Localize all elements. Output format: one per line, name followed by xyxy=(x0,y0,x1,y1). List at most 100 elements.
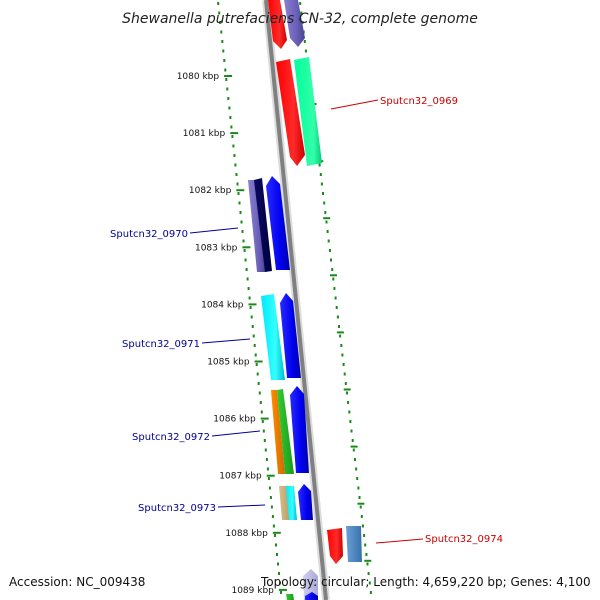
gene-lime-bottom[interactable] xyxy=(286,594,294,600)
ruler-major-tick xyxy=(242,246,251,249)
gene-label-0974[interactable]: Sputcn32_0974 xyxy=(425,534,503,545)
kbp-label: 1084 kbp xyxy=(201,300,244,310)
ruler-dot-inner xyxy=(234,163,237,167)
ruler-dot-outer xyxy=(354,458,356,461)
ruler-dot-outer xyxy=(319,173,322,176)
ruler-dot-outer xyxy=(369,591,372,594)
ruler-dot-outer xyxy=(359,505,362,509)
gene-label-0969[interactable]: Sputcn32_0969 xyxy=(380,96,458,107)
map-title: Shewanella putrefaciens CN-32, complete … xyxy=(122,11,478,27)
ruler-dot-inner xyxy=(262,429,265,433)
gene-0971-blue[interactable] xyxy=(280,293,301,378)
ruler-minor-tick xyxy=(336,331,344,334)
ruler-minor-tick xyxy=(323,217,331,220)
gene-label-0971[interactable]: Sputcn32_0971 xyxy=(122,339,200,350)
ruler-dot-outer xyxy=(336,315,339,319)
ruler-dot-inner xyxy=(237,192,240,195)
ruler-dot-outer xyxy=(334,296,337,300)
ruler-dot-outer xyxy=(356,477,359,480)
ruler-dot-outer xyxy=(333,287,336,290)
ruler-dot-inner xyxy=(250,315,253,319)
ruler-dot-outer xyxy=(366,562,369,566)
gene-lilac-bottom[interactable] xyxy=(303,569,318,600)
ruler-major-tick xyxy=(266,474,275,477)
kbp-label: 1080 kbp xyxy=(177,72,220,82)
gene-label-0972[interactable]: Sputcn32_0972 xyxy=(132,432,210,443)
label-connectors xyxy=(189,99,424,544)
ruler-dot-inner xyxy=(242,239,245,243)
ruler-dot-inner xyxy=(243,249,246,252)
ruler-dot-inner xyxy=(251,325,254,328)
ruler-dot-outer xyxy=(360,515,363,518)
ruler-dot-inner xyxy=(278,572,280,575)
ruler-dot-outer xyxy=(361,524,364,528)
gene-0971-cyan[interactable] xyxy=(261,294,285,380)
ruler-dot-inner xyxy=(258,391,261,395)
ruler-dot-outer xyxy=(325,220,328,224)
gene-0972-orange[interactable] xyxy=(271,390,285,474)
ruler-dot-outer xyxy=(352,448,355,452)
gene-blue-bottom[interactable] xyxy=(305,592,318,600)
ruler-dot-outer xyxy=(357,486,360,490)
ruler-minor-tick xyxy=(343,388,351,391)
ruler-minor-tick xyxy=(357,502,365,505)
kbp-label: 1087 kbp xyxy=(219,472,262,482)
backbone xyxy=(262,0,330,600)
ruler-major-tick xyxy=(248,303,257,306)
ruler-dot-outer xyxy=(364,543,367,547)
ruler-dot-inner xyxy=(240,220,243,224)
kbp-label: 1088 kbp xyxy=(225,529,268,539)
ruler-dot-outer xyxy=(368,581,371,585)
gene-0970-purple[interactable] xyxy=(248,180,266,272)
ruler-major-tick xyxy=(236,189,245,192)
ruler-dot-inner xyxy=(231,135,234,138)
ruler-dot-inner xyxy=(265,458,268,461)
ruler-dot-outer xyxy=(348,410,351,414)
ruler-dot-inner xyxy=(230,125,233,129)
ruler-dot-inner xyxy=(224,68,227,72)
ruler-dot-outer xyxy=(343,372,346,376)
gene-0972-blue[interactable] xyxy=(290,386,309,473)
ruler-dot-inner xyxy=(279,581,281,585)
ruler-dot-outer xyxy=(301,21,304,24)
kbp-label: 1083 kbp xyxy=(195,243,238,253)
ruler-dot-inner xyxy=(222,49,225,53)
ruler-dot-outer xyxy=(330,258,332,262)
ruler-dot-inner xyxy=(268,486,271,490)
tick-tracks xyxy=(217,2,372,594)
ruler-dot-outer xyxy=(367,572,370,575)
gene-0969-red[interactable] xyxy=(276,59,305,166)
ruler-dot-inner xyxy=(256,372,259,376)
ruler-dot-inner xyxy=(245,268,248,271)
ruler-dot-inner xyxy=(255,363,258,366)
ruler-dot-inner xyxy=(239,211,242,214)
gene-0970-navy[interactable] xyxy=(254,178,272,272)
ruler-dot-outer xyxy=(338,325,340,328)
ruler-dot-inner xyxy=(264,448,267,452)
gene-0973-cyan[interactable] xyxy=(286,486,297,520)
ruler-dot-inner xyxy=(228,106,231,110)
gene-0973-blue[interactable] xyxy=(298,484,313,520)
gene-0972-green[interactable] xyxy=(277,389,294,474)
kbp-labels: 1080 kbp 1081 kbp 1082 kbp 1083 kbp 1084 kbp… xyxy=(177,72,274,596)
gene-0974-steel[interactable] xyxy=(346,526,362,562)
gene-purple-top[interactable] xyxy=(284,0,305,47)
ruler-major-tick xyxy=(230,132,239,135)
gene-red-top[interactable] xyxy=(268,0,287,49)
ruler-dot-outer xyxy=(332,277,335,281)
gene-0969-green[interactable] xyxy=(294,57,322,166)
gene-0970-blue[interactable] xyxy=(266,176,290,270)
ruler-dot-outer xyxy=(339,334,342,338)
ruler-dot-inner xyxy=(241,230,244,233)
ruler-dot-inner xyxy=(247,287,250,290)
ruler-dot-inner xyxy=(226,87,229,91)
ruler-dot-inner xyxy=(232,144,235,148)
gene-0974-red[interactable] xyxy=(327,528,343,564)
ruler-dot-outer xyxy=(363,534,366,537)
gene-label-0973[interactable]: Sputcn32_0973 xyxy=(138,503,216,514)
gene-label-group: Sputcn32_0969 Sputcn32_0970 Sputcn32_097… xyxy=(110,96,503,545)
ruler-dot-outer xyxy=(344,382,347,385)
ruler-major-tick xyxy=(224,75,233,77)
gene-label-0970[interactable]: Sputcn32_0970 xyxy=(110,229,188,240)
